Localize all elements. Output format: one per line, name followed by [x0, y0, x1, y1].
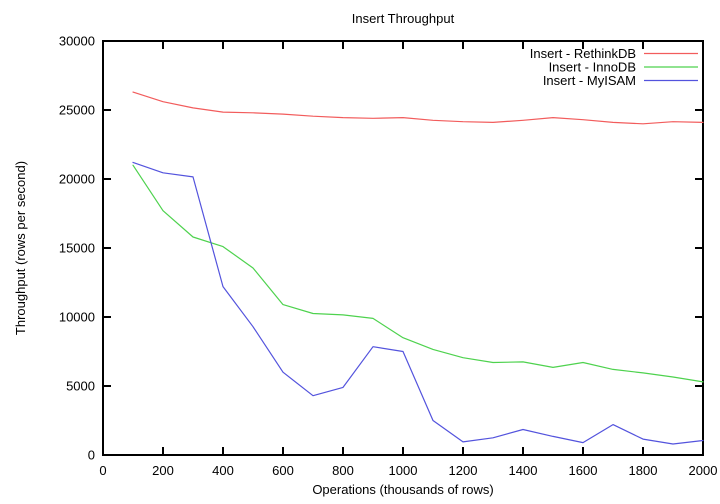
x-tick-label: 400 [212, 463, 234, 478]
x-tick-label: 1000 [389, 463, 418, 478]
chart-title: Insert Throughput [351, 11, 455, 26]
y-axis-label: Throughput (rows per second) [13, 160, 28, 336]
legend-label: Insert - InnoDB [549, 60, 636, 75]
x-tick-label: 1800 [629, 463, 658, 478]
y-tick-label: 20000 [59, 172, 95, 187]
y-tick-label: 15000 [59, 241, 95, 256]
x-tick-label: 600 [272, 463, 294, 478]
x-tick-label: 1600 [569, 463, 598, 478]
series-line-2 [132, 161, 704, 445]
y-tick-label: 30000 [59, 34, 95, 49]
y-tick-label: 0 [88, 448, 95, 463]
legend-label: Insert - MyISAM [543, 73, 636, 88]
x-axis-label: Operations (thousands of rows) [312, 482, 494, 497]
y-tick-label: 25000 [59, 103, 95, 118]
y-tick-label: 5000 [66, 379, 95, 394]
x-tick-label: 1400 [509, 463, 538, 478]
x-tick-label: 800 [332, 463, 354, 478]
y-tick-label: 10000 [59, 310, 95, 325]
series-line-0 [132, 91, 704, 125]
series-line-1 [132, 164, 704, 383]
x-tick-label: 2000 [689, 463, 718, 478]
plot-frame [102, 40, 704, 456]
x-tick-label: 1200 [449, 463, 478, 478]
x-tick-label: 0 [99, 463, 106, 478]
x-tick-label: 200 [152, 463, 174, 478]
legend-label: Insert - RethinkDB [530, 46, 636, 61]
